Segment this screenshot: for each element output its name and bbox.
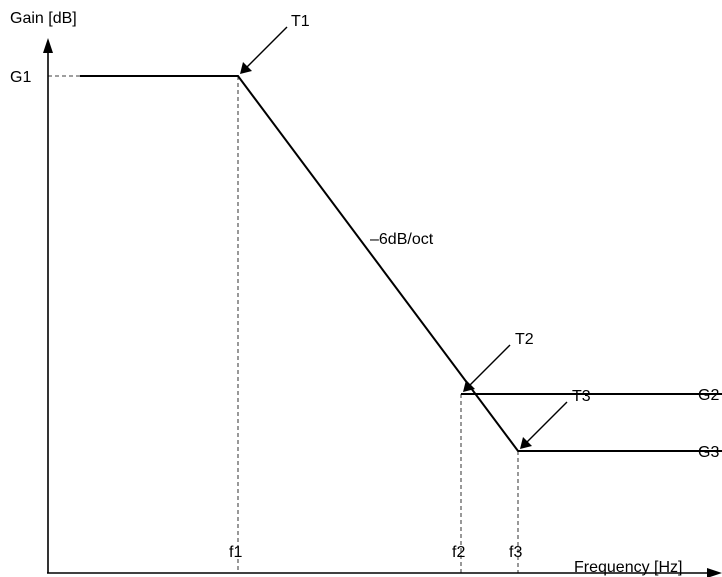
g3-label: G3 xyxy=(698,444,719,461)
t3-callout-line xyxy=(526,401,568,443)
t1-label: T1 xyxy=(291,13,310,30)
y-axis-label: Gain [dB] xyxy=(10,10,77,27)
gain-curve-main xyxy=(80,75,722,452)
g2-label: G2 xyxy=(698,387,719,404)
t2-arrow xyxy=(463,380,475,392)
x-axis-label: Frequency [Hz] xyxy=(574,559,682,576)
f1-label: f1 xyxy=(229,544,242,561)
t3-label: T3 xyxy=(572,388,591,405)
t3-arrow xyxy=(520,437,532,449)
g1-label: G1 xyxy=(10,69,31,86)
f2-label: f2 xyxy=(452,544,465,561)
f3-label: f3 xyxy=(509,544,522,561)
t2-callout-line xyxy=(469,344,511,386)
t2-label: T2 xyxy=(515,331,534,348)
y-axis-arrow xyxy=(43,38,53,53)
slope-label: –6dB/oct xyxy=(370,231,434,248)
x-axis-arrow xyxy=(707,568,722,577)
t1-arrow xyxy=(240,62,252,74)
t1-callout-line xyxy=(246,26,288,68)
